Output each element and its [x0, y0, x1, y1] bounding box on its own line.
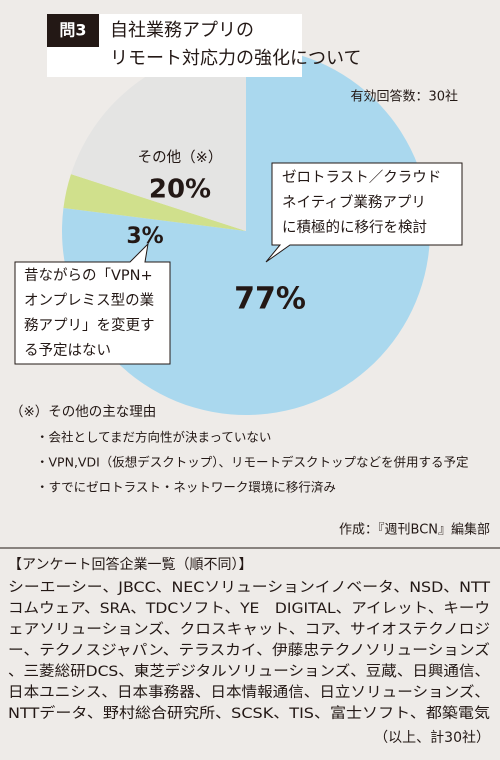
- company-line: シーエーシー、JBCC、NECソリューションイノベータ、NSD、NTT: [8, 579, 490, 596]
- value-label: 20%: [149, 175, 211, 205]
- category-label: ゼロトラスト／クラウド ネイティブ業務アプリ に積極的に移行を検討: [282, 170, 442, 236]
- notes-title: （※）その他の主な理由: [10, 404, 156, 420]
- company-line: NTTデータ、野村総合研究所、SCSK、TIS、富士ソフト、都築電気: [8, 704, 490, 722]
- companies-total: （以上、計30社）: [374, 730, 490, 746]
- badge-text: 問3: [59, 21, 86, 40]
- note-item: ・VPN,VDI（仮想デスクトップ）、リモートデスクトップなどを併用する予定: [36, 455, 469, 470]
- callout-box: [265, 162, 463, 263]
- company-line: ー、テクノスジャパン、テラスカイ、伊藤忠テクノソリューションズ: [8, 642, 490, 659]
- credit: 作成：『週刊BCN』編集部: [339, 522, 490, 538]
- badge: [47, 14, 99, 47]
- chart-title: リモート対応力の強化について: [110, 48, 361, 69]
- callout-box: [14, 242, 171, 365]
- value-label: 3%: [126, 224, 163, 249]
- company-line: 、三菱総研DCS、東芝デジタルソリューションズ、豆蔵、日興通信、: [8, 662, 490, 680]
- value-label: 77%: [234, 282, 306, 317]
- category-label: 昔ながらの「VPN+ オンプレミス型の業 務アプリ」を変更す る予定はない: [24, 268, 155, 359]
- company-line: 日本ユニシス、日本事務器、日本情報通信、日立ソリューションズ、: [8, 684, 490, 701]
- pie-slice: [63, 174, 246, 231]
- company-line: コムウェア、SRA、TDCソフト、YE DIGITAL、アイレット、キーウ: [8, 600, 490, 617]
- companies-heading: 【アンケート回答企業一覧（順不同）】: [8, 556, 252, 573]
- note-item: ・すでにゼロトラスト・ネットワーク環境に移行済み: [36, 480, 336, 495]
- note-item: ・会社としてまだ方向性が決まっていない: [36, 430, 271, 445]
- chart-title: 自社業務アプリの: [110, 20, 254, 41]
- pie-slice: [71, 46, 246, 231]
- category-label: その他（※）: [138, 149, 223, 166]
- subtitle: 有効回答数：30社: [350, 89, 458, 105]
- company-line: ェアソリューションズ、クロスキャット、コア、サイオステクノロジ: [8, 621, 490, 638]
